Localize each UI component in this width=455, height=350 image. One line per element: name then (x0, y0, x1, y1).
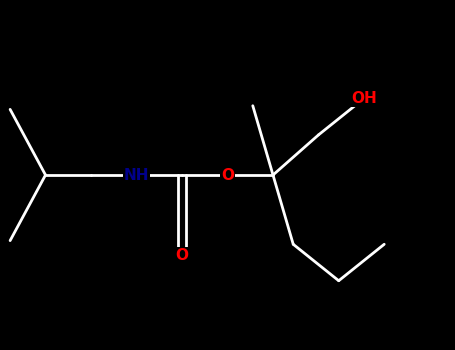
Text: O: O (176, 248, 188, 263)
Text: OH: OH (351, 91, 377, 106)
Text: O: O (221, 168, 234, 182)
Text: NH: NH (124, 168, 149, 182)
